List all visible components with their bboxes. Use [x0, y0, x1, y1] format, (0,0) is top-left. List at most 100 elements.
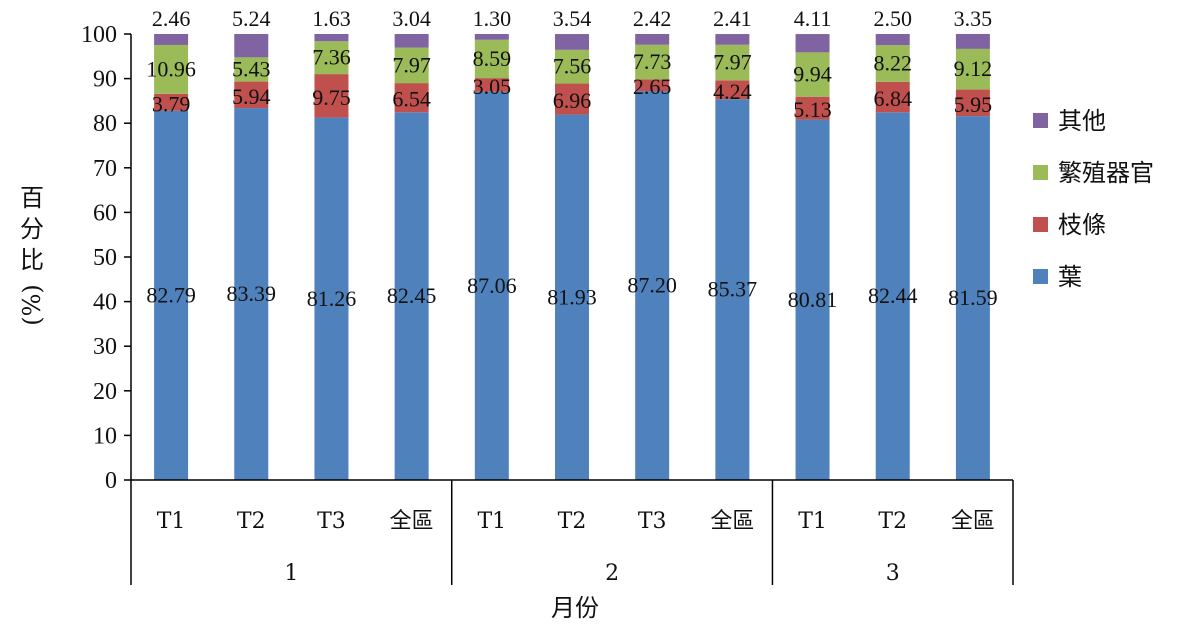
bar-segment-2 [795, 96, 830, 120]
data-label: 9.12 [954, 56, 993, 81]
data-label: 5.13 [793, 97, 832, 122]
data-label: 87.06 [467, 273, 517, 298]
bar-segment-2 [555, 83, 589, 115]
bar-segment-4 [154, 34, 189, 45]
x-category-label: T1 [798, 509, 827, 534]
y-tick-label: 10 [93, 423, 117, 449]
bar-segment-3 [875, 45, 910, 82]
legend-label: 其他 [1058, 107, 1106, 135]
bar-segment-4 [555, 34, 589, 50]
y-tick-label: 0 [105, 468, 117, 494]
legend-label: 繁殖器官 [1058, 159, 1154, 187]
data-label: 2.65 [633, 74, 672, 99]
x-group-label: 1 [284, 561, 298, 586]
legend-swatch [1033, 217, 1048, 232]
data-label: 87.20 [627, 273, 677, 298]
bar-segment-4 [795, 34, 830, 53]
x-category-label: 全區 [951, 509, 995, 534]
y-axis-label: 百分比 [20, 184, 44, 274]
bar-segment-2 [715, 80, 750, 100]
bar-segment-4 [474, 34, 509, 40]
bar-segment-1 [555, 114, 589, 481]
data-label: 2.50 [873, 6, 912, 31]
legend-label: 葉 [1058, 263, 1082, 291]
axes: 0 10 20 30 40 50 60 70 80 90 100 T1 T2 T3 全區 T1 T2 T3 全區 T1… [81, 22, 1014, 586]
bar-segment-2 [314, 74, 349, 118]
x-category-label: 全區 [710, 509, 754, 534]
data-label: 4.24 [713, 79, 752, 104]
y-tick-label: 100 [81, 22, 117, 48]
data-label: 6.96 [553, 88, 592, 113]
bar-segment-2 [154, 93, 189, 111]
y-tick-label: 50 [93, 245, 117, 271]
bars [154, 33, 990, 481]
bar-segment-3 [635, 44, 670, 80]
bar-segment-1 [795, 119, 830, 480]
x-category-label: T1 [477, 509, 506, 534]
bar-segment-4 [635, 34, 670, 45]
y-tick-label: 80 [93, 111, 117, 137]
bar-segment-2 [394, 83, 429, 113]
data-label: 6.84 [873, 86, 912, 111]
bar-segment-1 [314, 117, 349, 481]
bar-segment-4 [955, 33, 990, 49]
bar-segment-1 [154, 110, 189, 481]
x-category-label: T2 [878, 509, 907, 534]
data-label: 3.05 [473, 74, 512, 99]
data-label: 83.39 [227, 281, 277, 306]
bar-segment-1 [234, 108, 269, 480]
legend-swatch [1033, 165, 1048, 180]
bar-segment-3 [715, 44, 750, 81]
data-label: 80.81 [788, 287, 838, 312]
x-axis-label: 月份 [551, 594, 599, 622]
y-tick-label: 70 [93, 156, 117, 182]
data-label: 2.42 [633, 6, 672, 31]
data-label: 10.96 [146, 56, 196, 81]
y-axis-label-unit: (%) [18, 284, 46, 326]
data-label: 7.97 [392, 52, 431, 77]
bar-segment-4 [314, 34, 349, 42]
y-tick-label: 90 [93, 67, 117, 93]
bar-segment-3 [234, 57, 269, 82]
bar-segment-4 [715, 34, 750, 45]
x-category-label: T3 [317, 509, 346, 534]
x-category-label: T2 [237, 509, 266, 534]
data-label: 8.59 [473, 46, 512, 71]
bar-segment-3 [474, 39, 509, 79]
bar-segment-2 [875, 81, 910, 113]
bar-segment-2 [635, 79, 670, 92]
data-label: 7.73 [633, 49, 672, 74]
bar-segment-1 [875, 112, 910, 480]
y-tick-label: 20 [93, 379, 117, 405]
data-label: 1.30 [473, 6, 512, 31]
data-label: 4.11 [794, 6, 832, 31]
data-labels: 82.79 3.79 10.96 2.46 83.39 5.94 5.43 5.24 81.26… [146, 6, 997, 312]
data-label: 8.22 [873, 50, 912, 75]
y-tick-label: 30 [93, 334, 117, 360]
data-label: 6.54 [392, 87, 431, 112]
bar-segment-4 [394, 34, 429, 48]
data-label: 9.75 [312, 85, 351, 110]
data-label: 3.35 [954, 6, 993, 31]
data-label: 5.43 [232, 56, 271, 81]
bar-segment-3 [795, 52, 830, 97]
bar-segment-3 [314, 41, 349, 75]
data-label: 81.93 [547, 284, 597, 309]
x-category-label: T2 [558, 509, 587, 534]
bar-segment-1 [394, 112, 429, 480]
bar-segment-2 [474, 78, 509, 92]
data-label: 82.79 [146, 282, 196, 307]
data-label: 7.97 [713, 50, 752, 75]
data-label: 5.24 [232, 6, 271, 31]
y-tick-label: 60 [93, 200, 117, 226]
data-label: 5.94 [232, 84, 271, 109]
bar-segment-1 [635, 91, 670, 480]
data-label: 3.04 [392, 6, 431, 31]
legend-label: 枝條 [1058, 211, 1106, 239]
bar-segment-2 [234, 81, 269, 109]
y-tick-label: 40 [93, 290, 117, 316]
bar-segment-3 [955, 48, 990, 90]
legend-swatch [1033, 113, 1048, 128]
bar-segment-2 [955, 89, 990, 117]
bar-segment-4 [875, 34, 910, 46]
